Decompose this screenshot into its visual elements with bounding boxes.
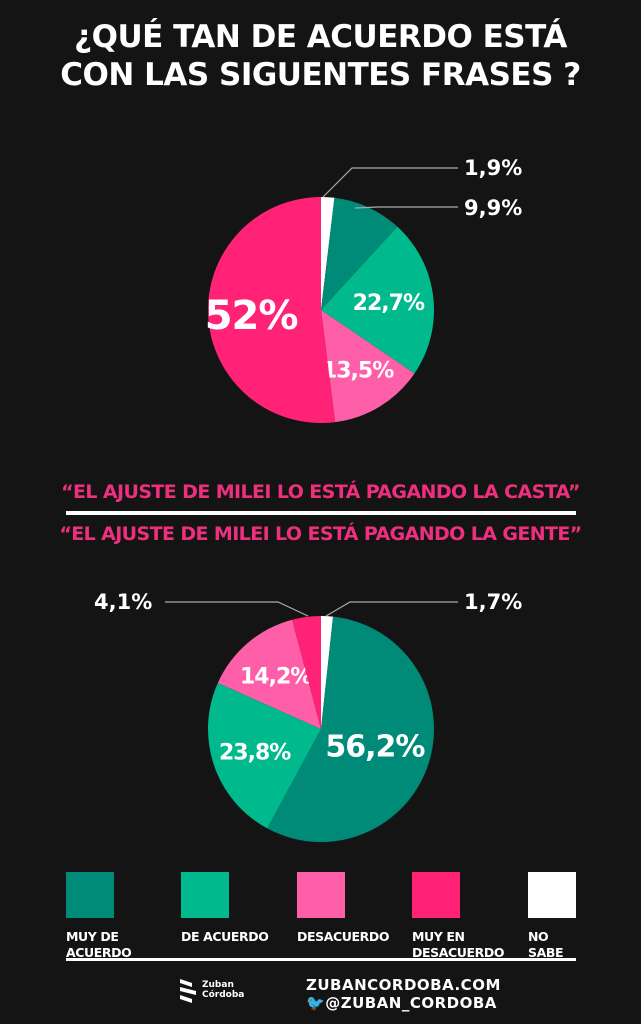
legend-swatch — [528, 872, 576, 918]
legend-label: DE ACUERDO — [181, 929, 269, 944]
chart1-label-muy-en-desacuerdo: 52% — [205, 293, 298, 339]
legend-label: MUY DE ACUERDO — [66, 929, 132, 960]
chart1-label-de-acuerdo: 22,7% — [353, 291, 425, 316]
chart2-label-muy-de-acuerdo: 56,2% — [325, 730, 425, 765]
legend-swatch — [181, 872, 229, 918]
chart2-leader-line — [325, 601, 458, 617]
chart1-caption: “EL AJUSTE DE MILEI LO ESTÁ PAGANDO LA C… — [61, 481, 580, 503]
chart2-slice-desacuerdo — [217, 619, 321, 729]
twitter-bird-icon: 🐦 — [306, 994, 326, 1012]
chart1-leader-line — [354, 206, 458, 209]
twitter-link[interactable]: 🐦@ZUBAN_CORDOBA — [306, 994, 497, 1012]
legend-item-de-acuerdo: DE ACUERDO — [181, 872, 291, 945]
legend-item-muy-de-acuerdo: MUY DE ACUERDO — [66, 872, 176, 961]
chart1-label-no-sabe: 1,9% — [464, 156, 522, 180]
footer-links: ZUBANCORDOBA.COM 🐦@ZUBAN_CORDOBA — [306, 976, 501, 1012]
footer-divider — [66, 958, 576, 961]
legend-swatch — [297, 872, 345, 918]
chart2-slice-no-sabe — [321, 616, 334, 729]
legend-item-muy-en-desacuerdo: MUY EN DESACUERDO — [412, 872, 522, 961]
chart2-slice-muy-en-desacuerdo — [292, 616, 321, 729]
chart2-label-muy-en-desacuerdo: 4,1% — [94, 590, 152, 614]
chart2-caption: “EL AJUSTE DE MILEI LO ESTÁ PAGANDO LA G… — [59, 523, 582, 545]
chart2-slice-de-acuerdo — [208, 682, 321, 829]
chart1-slice-muy-de-acuerdo — [321, 197, 398, 310]
chart2-slice-muy-de-acuerdo — [267, 616, 434, 842]
zuban-cordoba-logo: Zuban Córdoba — [178, 977, 244, 1003]
page-title: ¿QUÉ TAN DE ACUERDO ESTÁ CON LAS SIGUENT… — [60, 19, 581, 93]
chart1-label-desacuerdo: 13,5% — [322, 359, 394, 384]
chart2-label-no-sabe: 1,7% — [464, 590, 522, 614]
chart2-label-de-acuerdo: 23,8% — [219, 740, 291, 765]
legend-label: MUY EN DESACUERDO — [412, 929, 505, 960]
chart1-slice-de-acuerdo — [321, 226, 434, 374]
legend-label: NO SABE — [528, 929, 564, 960]
legend-item-desacuerdo: DESACUERDO — [297, 872, 407, 945]
chart1-label-muy-de-acuerdo: 9,9% — [464, 196, 522, 220]
website-link[interactable]: ZUBANCORDOBA.COM — [306, 976, 501, 994]
legend-label: DESACUERDO — [297, 929, 390, 944]
chart1-slice-desacuerdo — [321, 310, 415, 423]
chart2-label-desacuerdo: 14,2% — [240, 665, 312, 690]
chart1-slice-no-sabe — [321, 197, 335, 310]
legend-item-no-sabe: NO SABE — [528, 872, 638, 961]
chart1-slice-muy-en-desacuerdo — [208, 197, 336, 423]
logo-mark-icon — [180, 979, 196, 1003]
chart1-leader-line — [322, 167, 458, 198]
divider — [66, 511, 576, 515]
legend-swatch — [66, 872, 114, 918]
legend-swatch — [412, 872, 460, 918]
chart2-leader-line — [165, 601, 309, 617]
